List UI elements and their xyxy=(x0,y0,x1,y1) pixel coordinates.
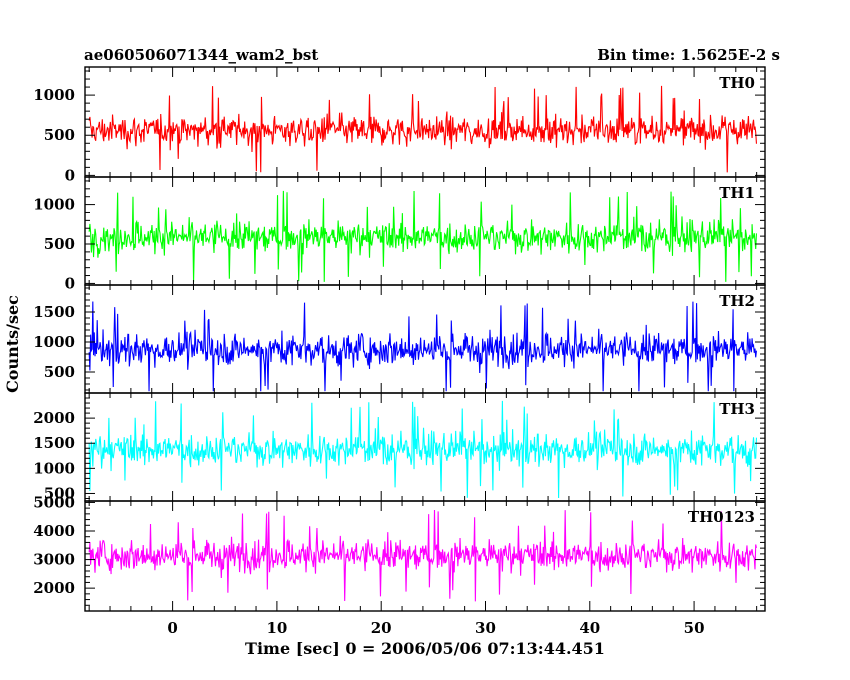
y-tick-label: 1500 xyxy=(33,303,75,321)
x-tick-label: 40 xyxy=(579,619,600,637)
x-axis-label: Time [sec] 0 = 2006/05/06 07:13:44.451 xyxy=(245,639,605,658)
x-tick-label: 10 xyxy=(266,619,287,637)
y-tick-label: 1500 xyxy=(33,434,75,452)
y-tick-label: 500 xyxy=(44,363,75,381)
series-th0 xyxy=(88,85,757,173)
series-th1 xyxy=(88,190,757,282)
panel-th0: TH0 0 500 1000 xyxy=(33,66,766,184)
x-tick-label: 20 xyxy=(371,619,392,637)
y-tick-label: 500 xyxy=(44,126,75,144)
panel-label-th1: TH1 xyxy=(719,184,755,202)
panel-frame xyxy=(84,66,766,178)
chart-title: ae060506071344_wam2_bst xyxy=(84,46,318,64)
y-tick-label: 500 xyxy=(44,484,75,502)
x-tick-label: 50 xyxy=(684,619,705,637)
y-tick-label: 2000 xyxy=(33,409,75,427)
panel-frame xyxy=(84,176,766,286)
x-tick-label: 0 xyxy=(167,619,177,637)
series-th2 xyxy=(88,301,757,392)
y-tick-label: 1000 xyxy=(33,333,75,351)
x-tick-label: 30 xyxy=(475,619,496,637)
series-th3 xyxy=(88,400,757,498)
panels-group: TH0 0 500 1000 TH1 0 500 1000 TH2 500 1000 1500 TH3 5… xyxy=(33,66,766,612)
y-tick-label: 1000 xyxy=(33,196,75,214)
bin-time-label: Bin time: 1.5625E-2 s xyxy=(597,46,780,64)
y-tick-label: 500 xyxy=(44,235,75,253)
panel-th2: TH2 500 1000 1500 xyxy=(33,284,766,394)
y-tick-label: 3000 xyxy=(33,551,75,569)
panel-label-th0123: TH0123 xyxy=(688,508,755,526)
y-tick-label: 1000 xyxy=(33,459,75,477)
panel-th3: TH3 500 1000 1500 2000 xyxy=(33,392,766,502)
y-tick-label: 0 xyxy=(65,274,75,292)
panel-label-th3: TH3 xyxy=(719,400,755,418)
y-tick-label: 2000 xyxy=(33,579,75,597)
y-tick-label: 4000 xyxy=(33,522,75,540)
panel-th0123: TH0123 2000 3000 4000 5000 xyxy=(33,493,766,612)
panel-th1: TH1 0 500 1000 xyxy=(33,176,766,292)
x-axis: 0 10 20 30 40 50 xyxy=(167,619,704,637)
y-tick-label: 5000 xyxy=(33,493,75,511)
y-axis-label: Counts/sec xyxy=(3,295,22,393)
panel-label-th0: TH0 xyxy=(719,74,755,92)
panel-frame xyxy=(84,500,766,612)
y-tick-label: 0 xyxy=(65,166,75,184)
y-tick-label: 1000 xyxy=(33,86,75,104)
panel-label-th2: TH2 xyxy=(719,292,755,310)
series-th0123 xyxy=(88,510,757,602)
